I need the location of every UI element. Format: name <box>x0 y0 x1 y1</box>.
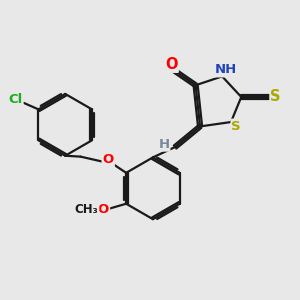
Text: O: O <box>165 57 178 72</box>
Text: H: H <box>158 138 169 151</box>
Text: O: O <box>103 153 114 167</box>
Text: S: S <box>271 89 281 104</box>
Text: NH: NH <box>214 63 237 76</box>
Text: CH₃: CH₃ <box>75 203 99 216</box>
Text: S: S <box>232 120 241 133</box>
Text: Cl: Cl <box>8 93 22 106</box>
Text: O: O <box>98 203 109 216</box>
